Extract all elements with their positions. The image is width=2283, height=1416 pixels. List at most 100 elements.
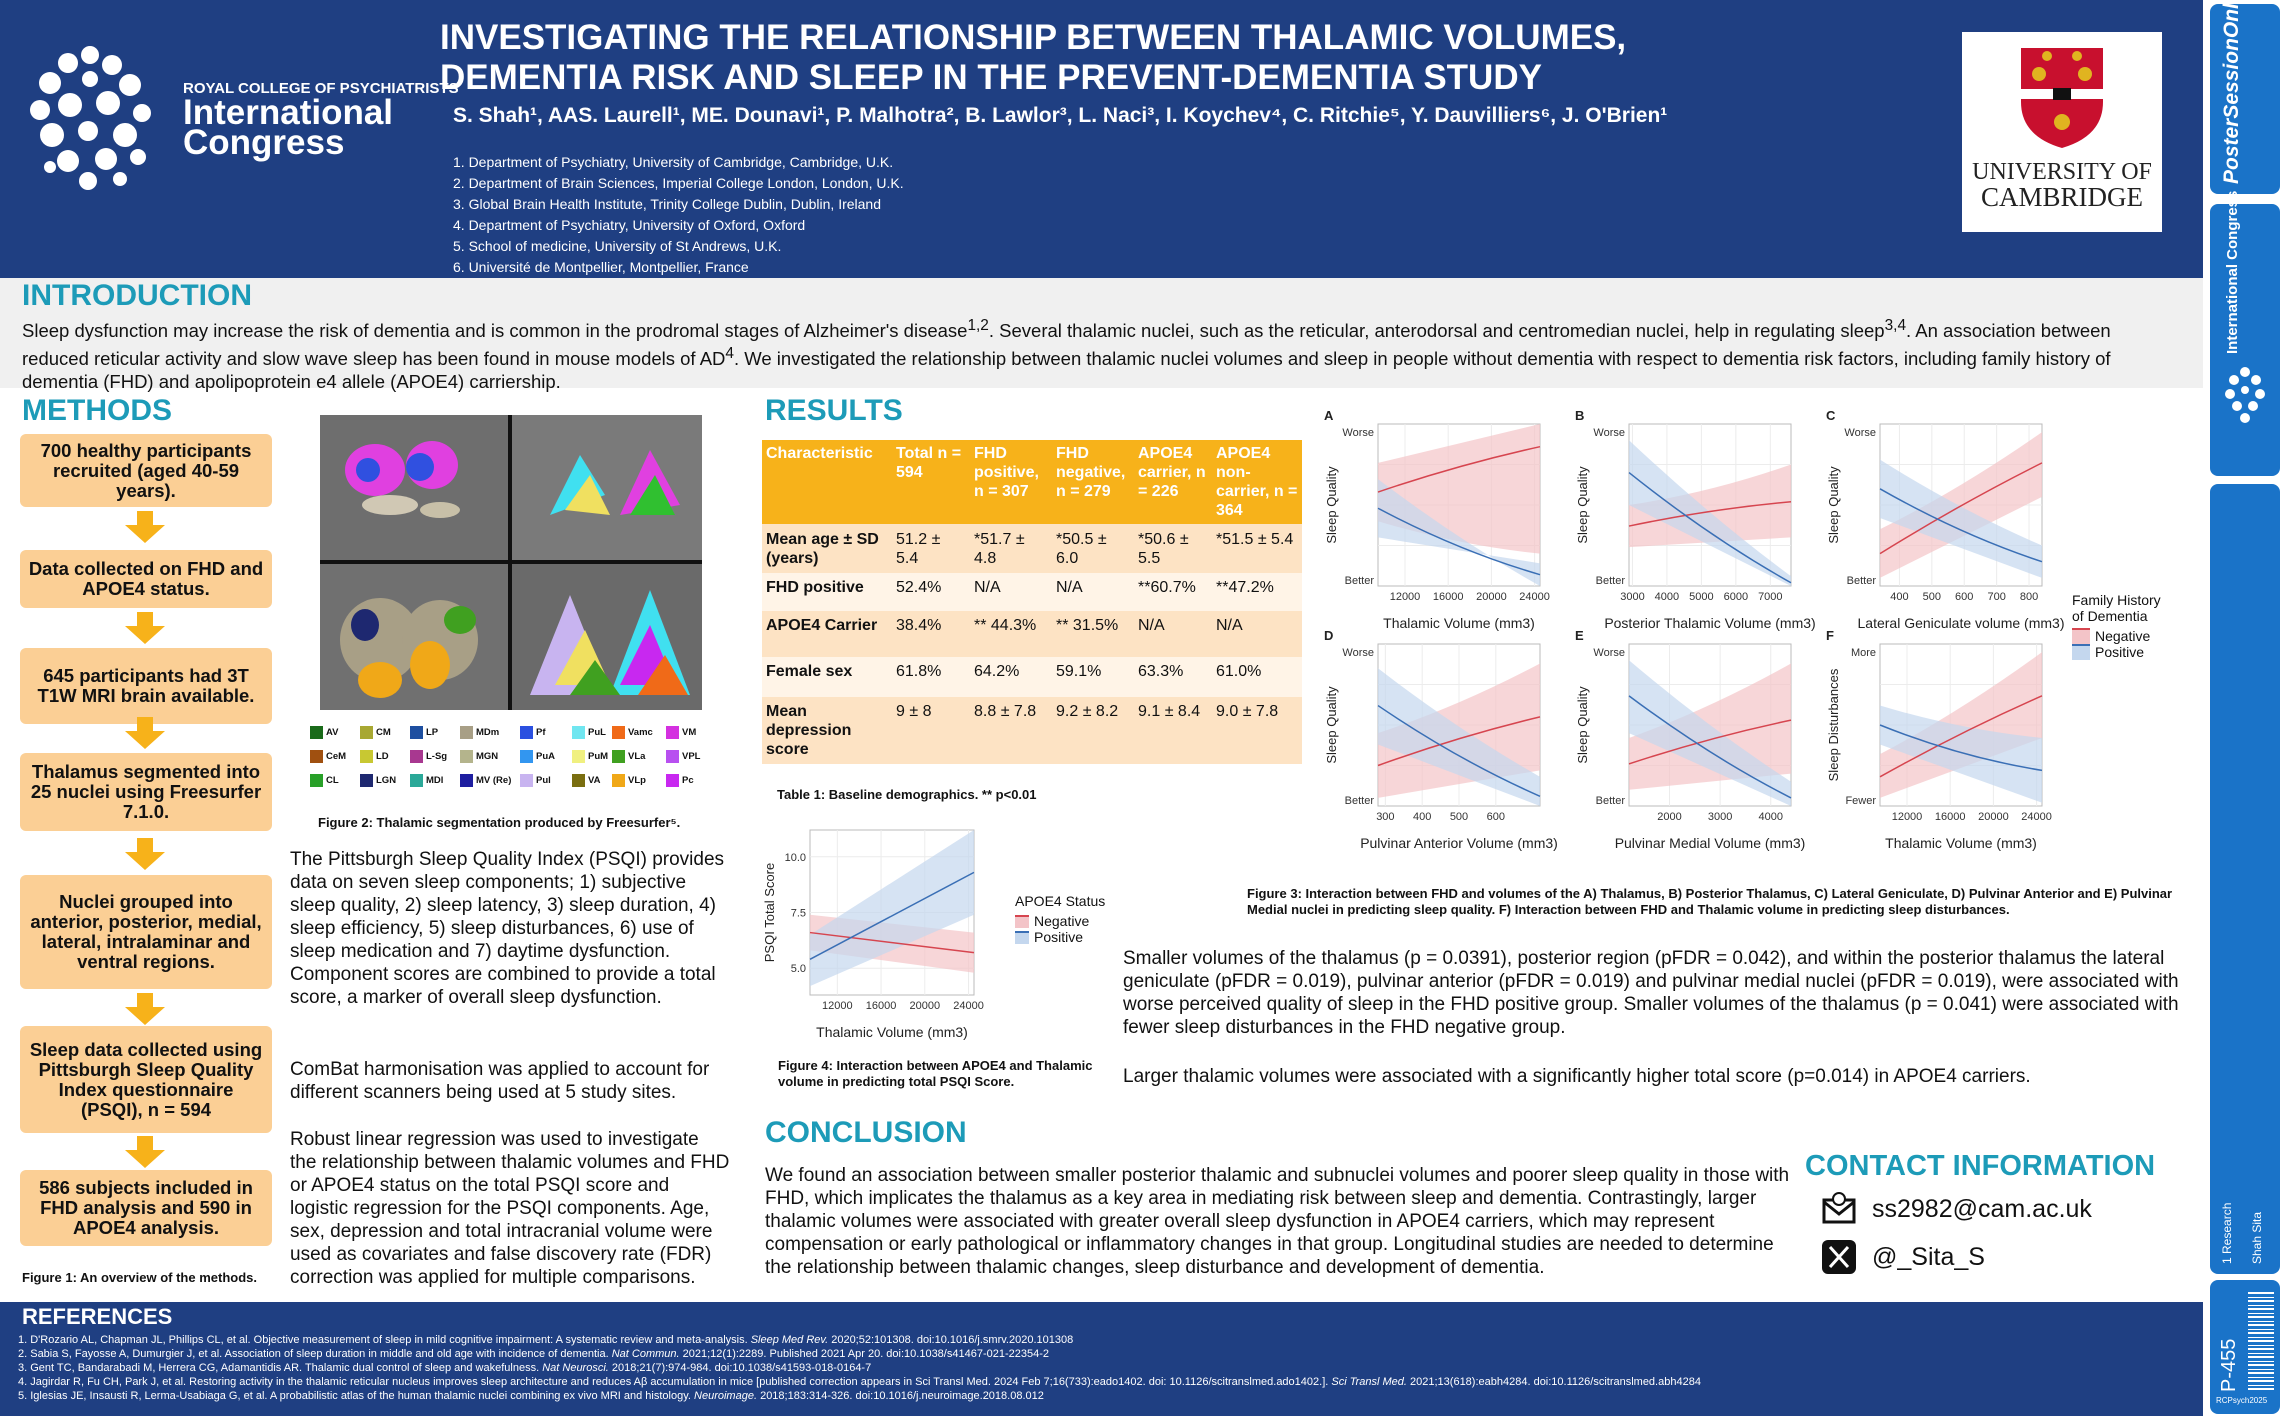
x-axis-label: Thalamic Volume (mm3): [1383, 615, 1535, 631]
legend-label: MGN: [476, 751, 499, 762]
table-cell: 51.2 ± 5.4: [892, 524, 970, 573]
x-tick-label: 24000: [1519, 591, 1550, 603]
fhd-legend-pos: Positive: [2072, 644, 2161, 660]
ci-band-positive: [1629, 440, 1791, 586]
table-row: FHD positive 52.4% N/A N/A **60.7% **47.2%: [762, 573, 1302, 611]
table-cell: 63.3%: [1134, 657, 1212, 697]
fig4-chart: 12000 16000 20000 24000 5.0 7.5 10.0 Thalamic V…: [762, 829, 984, 1040]
chart-panel-B: 3000 4000 5000 6000 7000 Worse Better Posterior…: [1575, 408, 1816, 631]
demographics-table: Characteristic Total n = 594 FHD positiv…: [762, 440, 1302, 764]
legend-label: VPL: [682, 751, 701, 762]
affiliation: 4. Department of Psychiatry, University …: [453, 217, 806, 233]
authors: S. Shah¹, AAS. Laurell¹, ME. Dounavi¹, P…: [453, 104, 1668, 127]
y-axis-label: Sleep Quality: [1324, 466, 1339, 544]
legend-label: MDm: [476, 727, 500, 738]
y-axis-label: Sleep Disturbances: [1826, 668, 1841, 781]
down-arrow-icon: [125, 1136, 165, 1168]
flow-step: 586 subjects included in FHD analysis an…: [20, 1170, 272, 1246]
affiliation: 6. Université de Montpellier, Montpellie…: [453, 259, 749, 275]
nuclei-legend-item: LGN: [360, 774, 396, 787]
nuclei-legend-item: Pf: [520, 726, 546, 739]
x-axis-label: Pulvinar Medial Volume (mm3): [1615, 835, 1806, 851]
congress-panel: International Congress: [2210, 191, 2280, 476]
table-header-cell: APOE4 non-carrier, n = 364: [1212, 440, 1302, 524]
legend-label: MV (Re): [476, 775, 512, 786]
table-row: Mean depression score 9 ± 8 8.8 ± 7.8 9.2 ±…: [762, 697, 1302, 764]
legend-swatch: [410, 774, 423, 787]
legend-swatch: [360, 726, 373, 739]
table-cell: 8.8 ± 7.8: [970, 697, 1052, 764]
table-cell: *51.7 ± 4.8: [970, 524, 1052, 573]
apoe-legend-pos-label: Positive: [1034, 929, 1084, 945]
references-heading: REFERENCES: [22, 1304, 173, 1329]
flow-step: Data collected on FHD and APOE4 status.: [20, 550, 272, 608]
table-header-cell: Characteristic: [762, 440, 892, 524]
table-cell: Female sex: [762, 657, 892, 697]
legend-swatch: [572, 750, 585, 763]
reference-item: 1. D'Rozario AL, Chapman JL, Phillips CL…: [18, 1334, 1074, 1346]
strip-footer: RCPsych2025: [2216, 1396, 2268, 1405]
x-tick-label: 600: [1955, 591, 1973, 603]
nuclei-legend-item: VA: [572, 774, 601, 787]
series-line-negative: [1879, 462, 2043, 555]
references-band: [0, 1302, 2203, 1416]
university-line-1: UNIVERSITY OF: [1972, 159, 2152, 185]
apoe-legend-neg-label: Negative: [1034, 913, 1090, 929]
legend-swatch: [360, 750, 373, 763]
table-cell: 64.2%: [970, 657, 1052, 697]
x-tick-label: 700: [1987, 591, 2005, 603]
legend-swatch: [520, 774, 533, 787]
legend-swatch: [520, 750, 533, 763]
down-arrow-icon: [125, 993, 165, 1025]
fhd-legend: Family History of Dementia Negative Posi…: [2072, 592, 2161, 660]
panel-letter: E: [1575, 628, 1584, 643]
series-line-positive: [1377, 704, 1541, 797]
apoe-legend-pos: Positive: [1015, 929, 1105, 945]
fhd-legend-title: Family History: [2072, 592, 2161, 608]
legend-label: VLp: [628, 775, 646, 786]
down-arrow-icon: [125, 838, 165, 870]
nuclei-legend-item: Pul: [520, 774, 551, 787]
logo-big-line-1: International: [183, 93, 394, 132]
results-text-2: Larger thalamic volumes were associated …: [1123, 1066, 2031, 1087]
y-top-label: Worse: [1593, 647, 1625, 659]
apoe-legend-title: APOE4 Status: [1015, 893, 1106, 909]
contact-handle[interactable]: @_Sita_S: [1872, 1242, 1985, 1271]
y-tick-label: 10.0: [785, 852, 806, 864]
intro-heading: INTRODUCTION: [22, 279, 252, 312]
cambridge-logo: UNIVERSITY OF CAMBRIDGE: [1962, 32, 2162, 232]
title-line-1: INVESTIGATING THE RELATIONSHIP BETWEEN T…: [440, 18, 1627, 57]
x-tick-label: 3000: [1708, 811, 1732, 823]
y-bottom-label: Better: [1345, 575, 1375, 587]
y-top-label: Worse: [1593, 427, 1625, 439]
flow-step: Nuclei grouped into anterior, posterior,…: [20, 875, 272, 989]
y-tick-label: 7.5: [791, 908, 806, 920]
email-icon: [1822, 1192, 1856, 1224]
nuclei-legend-item: L-Sg: [410, 750, 447, 763]
chart-panel-A: 12000 16000 20000 24000 Worse Better Thalamic …: [1324, 408, 1550, 631]
intro-band: [0, 278, 2203, 388]
contact-email[interactable]: ss2982@cam.ac.uk: [1872, 1194, 2092, 1223]
y-axis-label: Sleep Quality: [1826, 466, 1841, 544]
down-arrow-icon: [125, 511, 165, 543]
x-axis-label: Thalamic Volume (mm3): [1885, 835, 2037, 851]
reference-item: 4. Jagirdar R, Fu CH, Park J, et al. Res…: [18, 1376, 1701, 1388]
table-cell: 9.0 ± 7.8: [1212, 697, 1302, 764]
ci-band-positive: [1378, 668, 1540, 806]
cambridge-shield-icon: [2021, 48, 2103, 148]
nuclei-legend-item: AV: [310, 726, 339, 739]
nuclei-legend-item: PuA: [520, 750, 555, 763]
legend-label: VM: [682, 727, 697, 738]
fig3-caption: Figure 3: Interaction between FHD and vo…: [1247, 886, 2173, 917]
x-tick-label: 4000: [1655, 591, 1679, 603]
x-tick-label: 600: [1487, 811, 1505, 823]
table-cell: **47.2%: [1212, 573, 1302, 611]
legend-label: VLa: [628, 751, 646, 762]
table-cell: Mean age ± SD (years): [762, 524, 892, 573]
fhd-legend-pos-label: Positive: [2095, 644, 2145, 660]
chart-panel-fig4: 12000 16000 20000 24000 5.0 7.5 10.0 Thalamic V…: [762, 829, 984, 1040]
table-cell: APOE4 Carrier: [762, 611, 892, 657]
chart-panel-F: 12000 16000 20000 24000 More Fewer Thalamic Vo…: [1826, 628, 2052, 851]
legend-label: Pul: [536, 775, 551, 786]
conclusion-text: We found an association between smaller …: [765, 1165, 1790, 1278]
